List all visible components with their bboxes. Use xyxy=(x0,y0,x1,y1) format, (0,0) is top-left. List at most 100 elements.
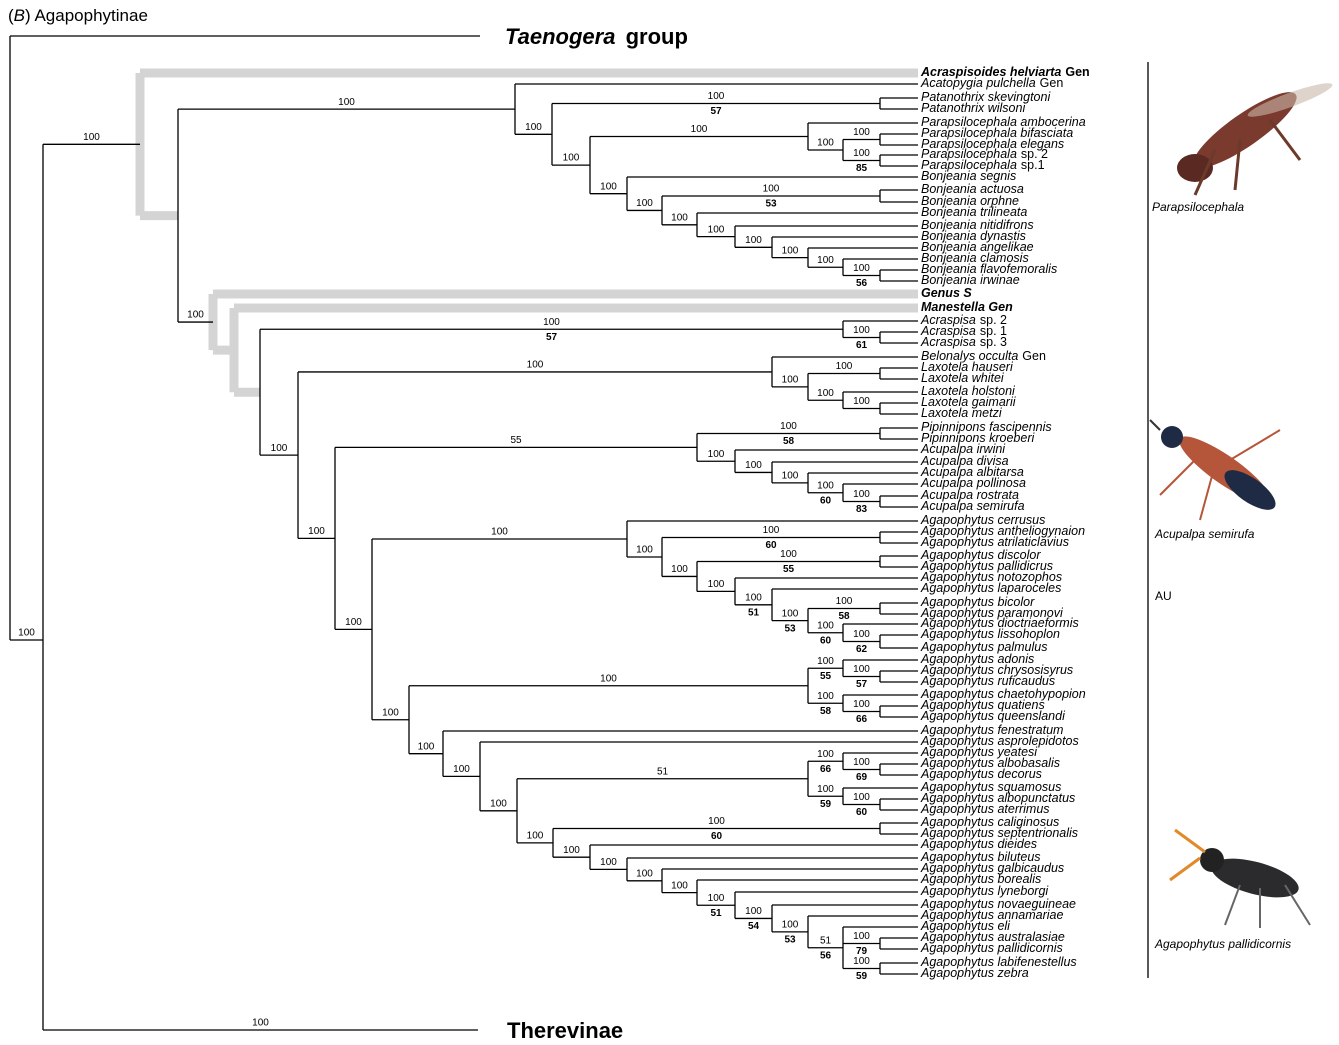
support-value: 100 xyxy=(636,868,653,879)
panel-title: (B) Agapophytinae xyxy=(8,6,148,25)
support-value: 100 xyxy=(345,617,362,628)
support-value: 100 xyxy=(636,198,653,209)
text-part: Gen xyxy=(1065,65,1089,79)
image-caption: Parapsilocephala xyxy=(1152,200,1244,214)
taxon-label: Agapophytus laparoceles xyxy=(920,581,1061,595)
taxon-label: Laxotela metzi xyxy=(921,406,1003,420)
support-value: 100 xyxy=(636,545,653,556)
support-value: 100 xyxy=(853,396,870,407)
text-part: Therevinae xyxy=(507,1018,623,1043)
support-value: 100 xyxy=(708,893,725,904)
text-part: Acraspisa xyxy=(920,335,976,349)
support-value: 100 xyxy=(745,906,762,917)
support-value: 55 xyxy=(510,435,522,446)
support-value: 100 xyxy=(853,263,870,274)
text-part: Agapophytus laparoceles xyxy=(920,581,1061,595)
support-value: 100 xyxy=(763,525,780,536)
text-part: sp. 3 xyxy=(980,335,1007,349)
support-value: 100 xyxy=(853,127,870,138)
support-value: 100 xyxy=(543,317,560,328)
text-part: Agapophytus atrilaticlavius xyxy=(920,535,1069,549)
phylogeny: (B) Agapophytinae AU Parapsilocephala Ac… xyxy=(0,0,1339,1045)
taxon-label: Bonjeania irwinae xyxy=(921,273,1020,287)
support-value: 100 xyxy=(671,880,688,891)
text-part: Taenogera xyxy=(505,24,615,49)
support-value-bold: 55 xyxy=(820,671,832,682)
text-part: Gen xyxy=(1040,76,1064,90)
text-part: Agapophytus pallidicornis xyxy=(920,941,1063,955)
text-part: Agapophytus ruficaudus xyxy=(920,674,1055,688)
taxon-label: Agapophytus pallidicornis xyxy=(920,941,1063,955)
support-value: 100 xyxy=(563,153,580,164)
taxon-label: Agapophytus aterrimus xyxy=(920,802,1050,816)
support-value: 100 xyxy=(780,421,797,432)
taxon-label: Acraspisa sp. 3 xyxy=(920,335,1007,349)
support-value: 100 xyxy=(817,656,834,667)
support-value: 100 xyxy=(817,691,834,702)
title-part: ) Agapophytinae xyxy=(25,6,148,25)
support-value: 100 xyxy=(853,664,870,675)
support-value: 100 xyxy=(817,138,834,149)
support-value: 100 xyxy=(83,132,100,143)
support-value: 100 xyxy=(745,460,762,471)
support-value-bold: 55 xyxy=(783,564,795,575)
support-value: 100 xyxy=(453,764,470,775)
support-value: 100 xyxy=(836,596,853,607)
support-value: 100 xyxy=(817,620,834,631)
support-value: 100 xyxy=(18,628,35,639)
support-value: 100 xyxy=(708,449,725,460)
support-value: 100 xyxy=(836,361,853,372)
text-part: Agapophytus dieides xyxy=(920,837,1037,851)
support-value-bold: 57 xyxy=(710,106,722,117)
taxon-label: Agapophytus queenslandi xyxy=(920,709,1066,723)
taxon-label: Agapophytus ruficaudus xyxy=(920,674,1055,688)
support-value-bold: 56 xyxy=(856,278,868,289)
text-part: Gen xyxy=(1022,349,1046,363)
support-value-bold: 57 xyxy=(856,679,868,690)
support-value: 100 xyxy=(780,549,797,560)
text-part: group xyxy=(619,24,687,49)
taxon-label: Agapophytus lissohoplon xyxy=(920,627,1060,641)
support-value: 100 xyxy=(671,564,688,575)
taxon-label: Genus S xyxy=(921,286,972,300)
support-value: 100 xyxy=(817,784,834,795)
image-caption: Acupalpa semirufa xyxy=(1154,527,1255,541)
support-value: 100 xyxy=(745,235,762,246)
taxon-label: Agapophytus zebra xyxy=(920,966,1029,980)
support-value-bold: 58 xyxy=(820,706,832,717)
support-value: 100 xyxy=(853,325,870,336)
support-value: 100 xyxy=(600,673,617,684)
taxon-label: Agapophytus dieides xyxy=(920,837,1037,851)
support-value-bold: 51 xyxy=(710,908,722,919)
support-value: 100 xyxy=(491,527,508,538)
support-value-bold: 60 xyxy=(820,635,832,646)
support-value: 100 xyxy=(817,388,834,399)
support-value: 100 xyxy=(525,122,542,133)
text-part: Acupalpa semirufa xyxy=(920,499,1025,513)
text-part: Laxotela metzi xyxy=(921,406,1003,420)
support-value: 100 xyxy=(527,830,544,841)
support-value-bold: 58 xyxy=(783,436,795,447)
text-part: Agapophytus lissohoplon xyxy=(920,627,1060,641)
support-value-bold: 66 xyxy=(820,764,832,775)
outgroup-label: Therevinae xyxy=(507,1018,623,1043)
support-value: 100 xyxy=(187,310,204,321)
support-value: 100 xyxy=(600,181,617,192)
support-value-bold: 56 xyxy=(820,950,832,961)
support-value-bold: 54 xyxy=(748,921,760,932)
support-value: 100 xyxy=(782,920,799,931)
text-part: Agapophytus zebra xyxy=(920,966,1029,980)
taxon-label: Agapophytus lyneborgi xyxy=(920,884,1049,898)
support-value: 100 xyxy=(691,124,708,135)
support-value: 100 xyxy=(853,792,870,803)
support-value-bold: 60 xyxy=(856,807,868,818)
support-value: 51 xyxy=(820,935,832,946)
image-caption: Agapophytus pallidicornis xyxy=(1154,937,1291,951)
support-value: 100 xyxy=(782,608,799,619)
text-part: Manestella Gen xyxy=(921,300,1013,314)
taxon-label: Acupalpa semirufa xyxy=(920,499,1025,513)
highlight-branches xyxy=(140,73,918,392)
support-value: 100 xyxy=(252,1018,269,1029)
taxon-label: Bonjeania segnis xyxy=(921,169,1016,183)
taxon-label: Agapophytus decorus xyxy=(920,767,1042,781)
